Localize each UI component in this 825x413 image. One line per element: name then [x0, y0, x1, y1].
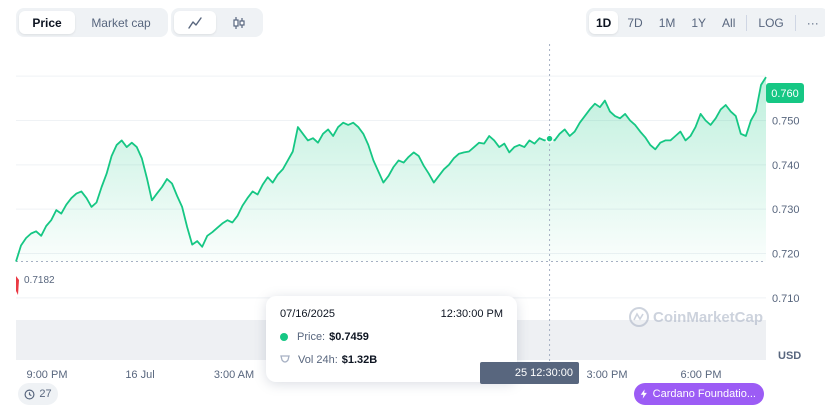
price-line [15, 76, 767, 262]
time-range-toggle: 1D 7D 1M 1Y All LOG ··· [586, 8, 825, 37]
current-price-badge [766, 83, 804, 103]
event-badge-label: Cardano Foundatio... [652, 388, 756, 400]
tooltip-date: 07/16/2025 [280, 308, 336, 320]
range-all[interactable]: All [722, 15, 736, 30]
current-price-label: 0.760 [771, 88, 799, 100]
range-1m[interactable]: 1M [658, 15, 676, 30]
x-tick-label: 3:00 AM [214, 369, 254, 381]
market-cap-tab[interactable]: Market cap [91, 15, 151, 30]
candlestick-button[interactable] [218, 11, 260, 34]
event-badge[interactable]: Cardano Foundatio... [634, 383, 764, 405]
line-chart-button[interactable] [174, 11, 216, 34]
volume-icon [280, 355, 290, 363]
tooltip-vol-value: $1.32B [341, 354, 378, 366]
metric-toggle: Price Market cap [16, 8, 168, 37]
line-chart-icon [188, 16, 202, 29]
range-1y[interactable]: 1Y [691, 15, 707, 30]
more-options-button[interactable]: ··· [806, 15, 819, 30]
tooltip-vol-label: Vol 24h: [298, 354, 338, 366]
history-button[interactable]: 27 [18, 383, 58, 405]
watermark-text: CoinMarketCap [653, 309, 763, 326]
crosshair-point [545, 134, 554, 143]
tooltip-time: 12:30:00 PM [440, 308, 503, 320]
chart-type-toggle [171, 8, 263, 37]
history-icon [24, 389, 35, 399]
open-price-marker [16, 276, 19, 295]
crosshair-time-text: 25 12:30:00 [514, 367, 573, 379]
log-scale-button[interactable]: LOG [758, 15, 784, 30]
y-tick-label: 0.730 [772, 204, 800, 216]
price-dot-icon [280, 333, 288, 341]
x-tick-label: 6:00 PM [681, 369, 722, 381]
lightning-icon [640, 389, 647, 399]
history-count: 27 [39, 388, 52, 400]
y-tick-label: 0.710 [772, 293, 800, 305]
candlestick-icon [233, 16, 245, 29]
range-1d[interactable]: 1D [589, 11, 619, 34]
price-area [16, 77, 766, 262]
crosshair-time-label: 25 12:30:00 [480, 362, 579, 384]
x-tick-label: 3:00 PM [587, 369, 628, 381]
tooltip-price-value: $0.7459 [329, 331, 369, 343]
y-tick-label: 0.740 [772, 160, 800, 172]
x-tick-label: 9:00 PM [27, 369, 68, 381]
y-tick-label: 0.750 [772, 116, 800, 128]
open-price-label: 0.7182 [24, 275, 55, 286]
x-tick-label: 16 Jul [125, 369, 154, 381]
divider [746, 14, 748, 31]
range-7d[interactable]: 7D [627, 15, 643, 30]
tooltip-price-label: Price: [297, 331, 326, 343]
divider [794, 14, 796, 31]
price-tooltip: 07/16/2025 12:30:00 PM Price: $0.7459 Vo… [266, 296, 517, 382]
y-tick-label: 0.720 [772, 249, 800, 261]
currency-label: USD [778, 350, 801, 362]
watermark: CoinMarketCap [629, 307, 763, 327]
price-tab[interactable]: Price [19, 11, 75, 34]
